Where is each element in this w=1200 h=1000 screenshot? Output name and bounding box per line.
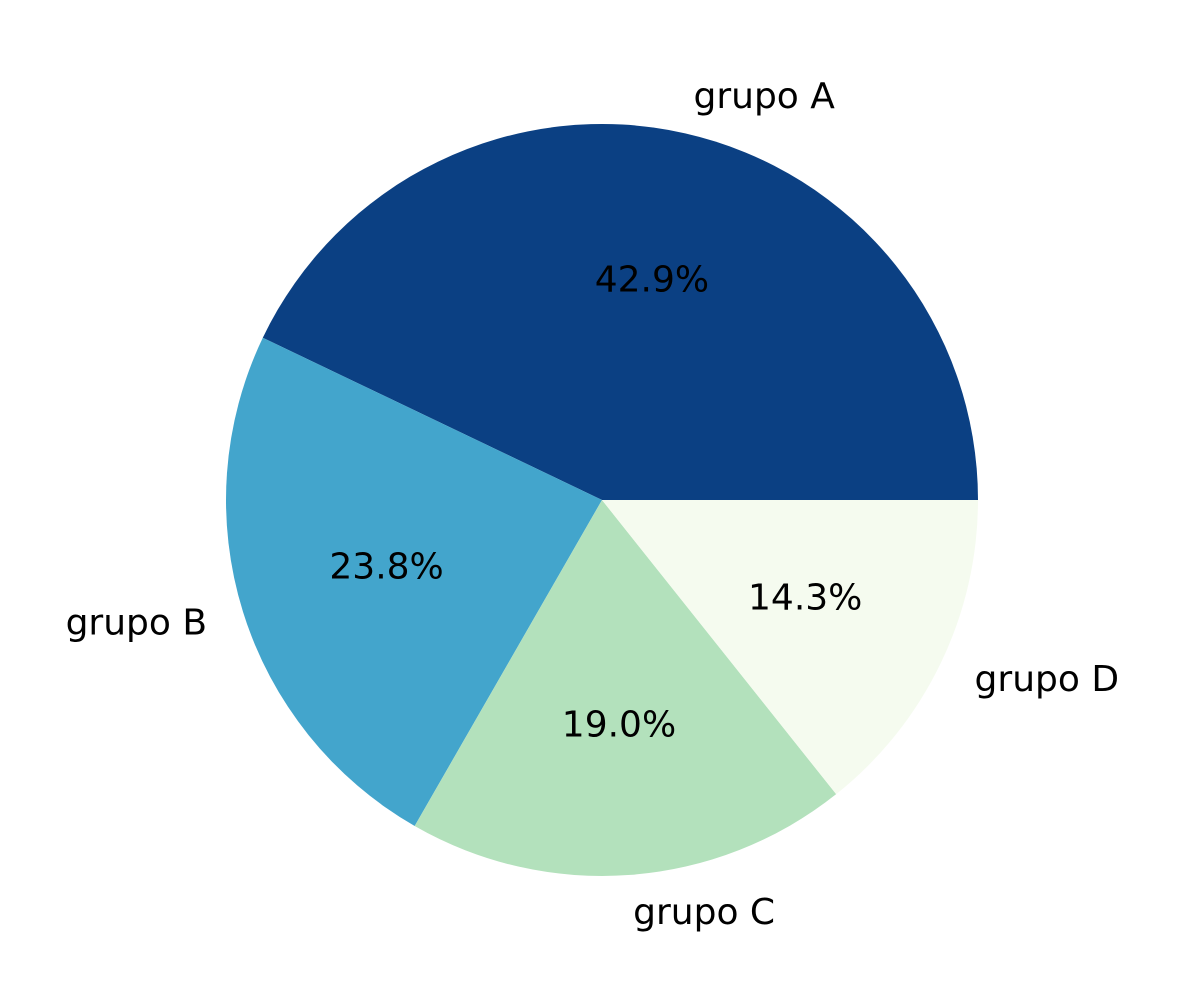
pie-slice-3 <box>414 500 837 876</box>
slice-label-1: grupo A <box>693 76 835 117</box>
pie-slice-1 <box>262 123 979 500</box>
slice-label-3: grupo C <box>633 892 775 933</box>
slice-percent-label-3: 19.0% <box>562 704 676 745</box>
slice-percent-label-1: 42.9% <box>595 259 709 300</box>
slice-percent-label-4: 14.3% <box>748 577 862 618</box>
slice-label-2: grupo B <box>66 602 208 643</box>
slice-label-4: grupo D <box>975 659 1120 700</box>
slice-percent-label-2: 23.8% <box>329 547 443 588</box>
pie-slice-2 <box>226 337 603 827</box>
pie-slice-4 <box>602 500 978 795</box>
pie-labels: grupo A 42.9% grupo B 23.8% grupo C 19.0% grup… <box>66 76 1120 933</box>
pie-slices <box>226 123 979 876</box>
